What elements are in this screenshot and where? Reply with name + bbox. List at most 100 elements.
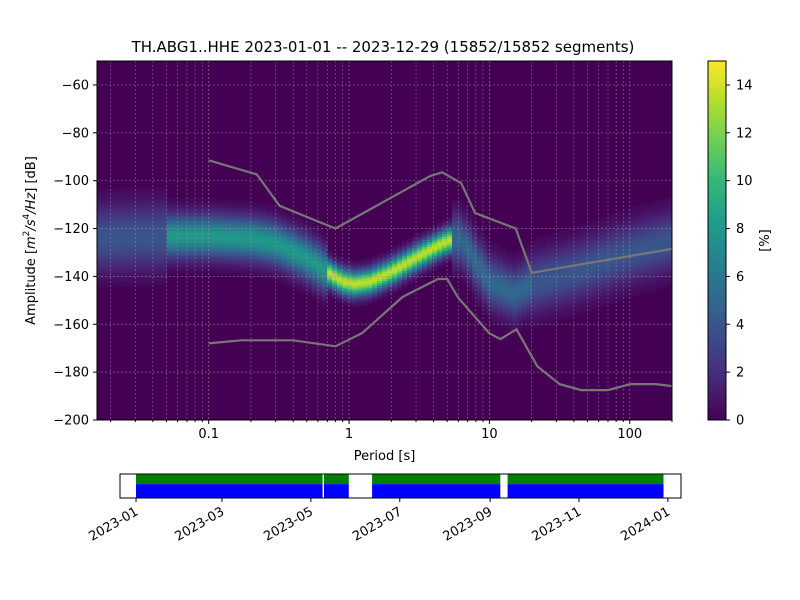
heatmap-cell — [592, 263, 598, 267]
heatmap-cell — [602, 216, 608, 220]
heatmap-cell — [307, 279, 313, 283]
heatmap-cell — [527, 314, 533, 318]
heatmap-cell — [537, 311, 543, 315]
heatmap-cell — [122, 271, 128, 275]
heatmap-cell — [317, 284, 323, 288]
heatmap-cell — [127, 199, 133, 203]
heatmap-cell — [422, 253, 428, 257]
heatmap-cell — [617, 233, 623, 237]
heatmap-cell — [277, 248, 283, 252]
heatmap-cell — [202, 260, 208, 264]
heatmap-cell — [442, 245, 448, 249]
heatmap-cell — [642, 244, 648, 248]
heatmap-cell — [517, 265, 523, 269]
heatmap-cell — [312, 268, 318, 272]
heatmap-cell — [242, 253, 248, 257]
heatmap-cell — [107, 260, 113, 264]
heatmap-cell — [242, 215, 248, 218]
heatmap-cell — [187, 205, 193, 209]
heatmap-cell — [502, 268, 508, 272]
heatmap-cell — [497, 323, 503, 327]
heatmap-cell — [162, 193, 168, 197]
heatmap-cell — [187, 232, 193, 236]
heatmap-cell — [472, 246, 478, 250]
heatmap-cell — [632, 293, 638, 296]
heatmap-cell — [587, 236, 593, 240]
heatmap-cell — [132, 194, 138, 198]
heatmap-cell — [607, 255, 613, 259]
heatmap-cell — [507, 325, 513, 329]
heatmap-cell — [382, 294, 388, 298]
heatmap-cell — [232, 219, 238, 223]
heatmap-cell — [627, 275, 633, 279]
heatmap-cell — [607, 231, 613, 235]
heatmap-cell — [232, 267, 238, 271]
heatmap-cell — [247, 232, 253, 236]
heatmap-cell — [307, 265, 313, 269]
heatmap-cell — [667, 237, 672, 241]
heatmap-cell — [427, 241, 433, 245]
heatmap-cell — [652, 244, 658, 248]
heatmap-cell — [522, 269, 528, 273]
heatmap-cell — [467, 247, 473, 251]
heatmap-cell — [607, 296, 613, 300]
heatmap-cell — [237, 229, 243, 233]
heatmap-cell — [552, 254, 558, 258]
heatmap-cell — [597, 247, 603, 251]
heatmap-cell — [617, 280, 623, 284]
heatmap-cell — [512, 267, 518, 271]
heatmap-cell — [147, 268, 153, 272]
heatmap-cell — [382, 251, 388, 255]
heatmap-cell — [662, 241, 668, 245]
heatmap-cell — [362, 283, 368, 287]
heatmap-cell — [182, 203, 188, 207]
heatmap-cell — [302, 245, 308, 249]
heatmap-cell — [492, 258, 498, 262]
heatmap-cell — [137, 199, 143, 203]
heatmap-cell — [347, 264, 353, 268]
heatmap-cell — [157, 191, 163, 195]
heatmap-cell — [277, 214, 283, 218]
heatmap-cell — [312, 239, 318, 243]
heatmap-cell — [467, 276, 473, 280]
heatmap-cell — [152, 225, 158, 229]
heatmap-cell — [297, 223, 303, 227]
heatmap-cell — [447, 248, 453, 252]
heatmap-cell — [467, 232, 473, 236]
heatmap-cell — [412, 278, 418, 282]
heatmap-cell — [602, 226, 608, 230]
heatmap-cell — [477, 232, 483, 236]
heatmap-cell — [432, 257, 438, 261]
heatmap-cell — [382, 254, 388, 258]
heatmap-cell — [122, 245, 128, 249]
heatmap-cell — [612, 253, 618, 257]
heatmap-cell — [207, 224, 213, 228]
heatmap-cell — [537, 292, 543, 296]
heatmap-cell — [617, 288, 623, 292]
heatmap-cell — [117, 193, 123, 197]
heatmap-cell — [637, 210, 643, 214]
heatmap-cell — [232, 262, 238, 266]
heatmap-cell — [157, 251, 163, 255]
heatmap-cell — [642, 278, 648, 282]
heatmap-cell — [512, 260, 518, 264]
heatmap-cell — [627, 229, 633, 233]
heatmap-cell — [617, 269, 623, 273]
heatmap-cell — [147, 192, 153, 196]
heatmap-cell — [127, 266, 133, 270]
y-tick-label: −60 — [62, 78, 89, 93]
heatmap-cell — [322, 258, 328, 262]
heatmap-cell — [122, 221, 128, 225]
heatmap-cell — [237, 267, 243, 271]
heatmap-cell — [567, 269, 573, 273]
heatmap-cell — [97, 227, 103, 231]
heatmap-cell — [482, 241, 488, 245]
heatmap-cell — [312, 225, 318, 229]
heatmap-cell — [472, 296, 478, 300]
heatmap-cell — [227, 228, 233, 232]
heatmap-cell — [377, 294, 383, 298]
heatmap-cell — [217, 261, 223, 265]
heatmap-cell — [127, 259, 133, 263]
heatmap-cell — [622, 279, 628, 283]
heatmap-cell — [497, 313, 503, 317]
